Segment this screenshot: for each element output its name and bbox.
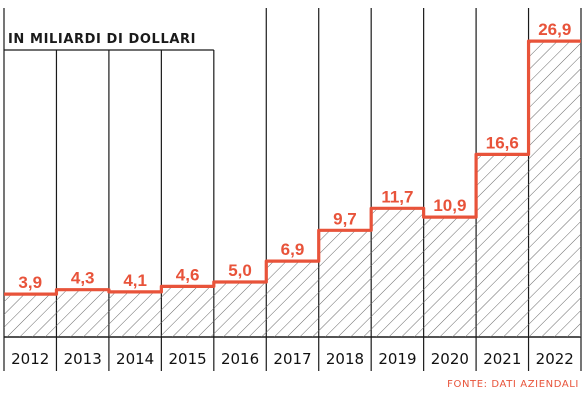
x-tick-2020: 2020 [431,350,469,368]
x-tick-2019: 2019 [378,350,416,368]
chart-subtitle: IN MILIARDI DI DOLLARI [8,32,196,47]
area-2022 [528,41,581,337]
data-label-2021: 16,6 [486,133,519,152]
x-tick-2021: 2021 [483,350,521,368]
x-axis-ticks: 2012 2013 2014 2015 2016 2017 2018 2019 2020 2021… [11,350,574,368]
area-2013 [56,289,109,337]
data-label-2012: 3,9 [18,273,42,292]
data-label-2015: 4,6 [176,265,200,284]
series-line [4,39,581,296]
area-2019 [371,208,424,337]
x-tick-2014: 2014 [116,350,154,368]
x-tick-2017: 2017 [273,350,311,368]
data-label-2017: 6,9 [281,240,305,259]
x-tick-2012: 2012 [11,350,49,368]
area-2016 [213,282,267,337]
area-2012 [4,294,57,337]
area-2015 [161,286,214,337]
data-labels: 3,9 4,3 4,1 4,6 5,0 6,9 9,7 11,7 10,9 16,6 26,9 [18,20,571,292]
data-label-2014: 4,1 [123,271,147,290]
area-2020 [423,217,477,337]
area-2018 [318,230,372,337]
source-note: FONTE: DATI AZIENDALI [447,379,579,390]
data-label-2018: 9,7 [333,209,357,228]
data-label-2019: 11,7 [381,187,413,206]
x-tick-2015: 2015 [168,350,206,368]
data-label-2020: 10,9 [433,196,466,215]
data-label-2013: 4,3 [71,269,95,288]
x-tick-2022: 2022 [536,350,574,368]
area-2017 [266,261,319,337]
x-tick-2013: 2013 [64,350,102,368]
data-label-2022: 26,9 [538,20,571,39]
area-fill [4,41,581,337]
x-tick-2016: 2016 [221,350,259,368]
step-line [4,39,581,296]
area-2021 [476,154,529,337]
x-tick-2018: 2018 [326,350,364,368]
data-label-2016: 5,0 [228,261,252,280]
area-2014 [108,291,162,337]
